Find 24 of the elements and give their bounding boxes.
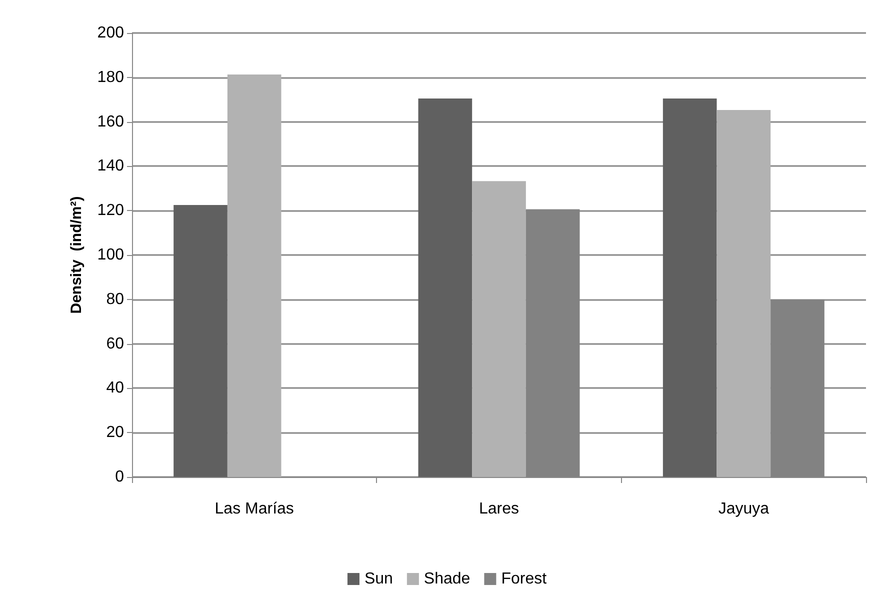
y-tick-label: 120 [97,202,124,220]
bar [472,181,526,477]
y-tick-label: 0 [115,468,124,486]
x-tick-label: Las Marías [214,500,294,518]
y-tick-label: 40 [106,380,124,397]
bar [174,205,228,477]
y-tick-label: 20 [106,424,124,442]
bar [662,98,717,477]
bar [418,98,472,477]
y-tick-label: 140 [97,158,124,175]
y-axis-title: Density (ind/m²) [68,196,85,314]
y-tick-label: 180 [97,68,124,86]
y-tick-label: 80 [106,290,124,308]
y-tick-label: 160 [97,113,124,130]
legend-label: Shade [424,570,470,588]
legend-label: Sun [364,570,393,588]
x-tick-label: Jayuya [718,500,770,518]
legend-label: Forest [501,570,548,588]
x-tick-label: Lares [478,500,520,518]
y-tick-label: 60 [106,335,124,352]
y-tick-label: 100 [97,246,124,264]
bar [227,74,282,477]
bar [716,110,771,477]
y-tick-label: 200 [97,24,124,42]
